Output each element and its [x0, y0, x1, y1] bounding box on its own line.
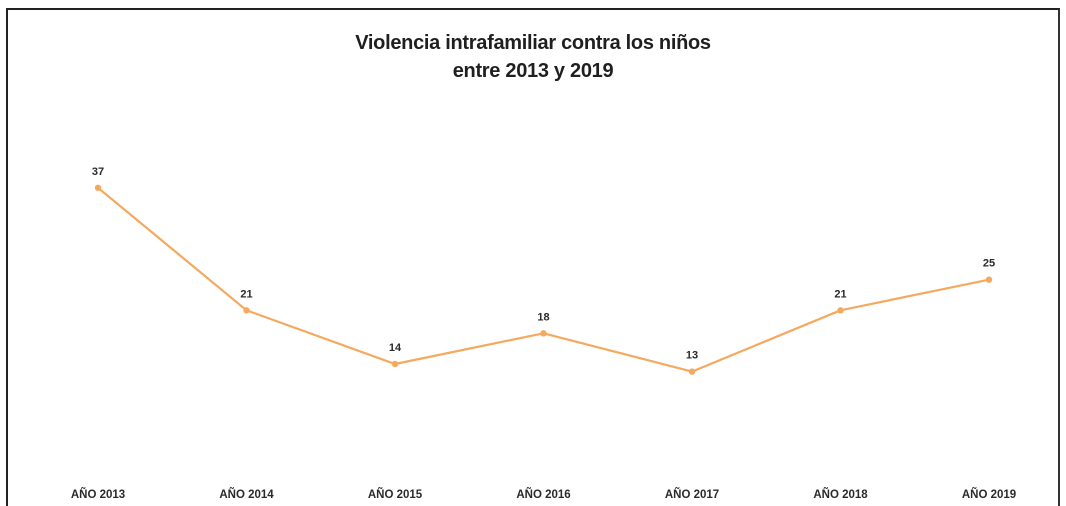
- data-point: [243, 307, 250, 314]
- x-tick-label: AÑO 2014: [219, 488, 274, 501]
- data-point: [94, 184, 102, 191]
- data-point: [688, 368, 696, 375]
- data-point: [540, 330, 547, 337]
- series-line: [97, 186, 990, 373]
- chart-title: Violencia intrafamiliar contra los niños: [355, 32, 711, 54]
- data-label: 13: [686, 350, 698, 362]
- data-label: 14: [389, 342, 402, 354]
- data-label: 25: [983, 258, 995, 270]
- data-point: [985, 276, 993, 283]
- x-tick-label: AÑO 2019: [962, 488, 1016, 501]
- x-tick-label: AÑO 2016: [516, 488, 570, 501]
- chart-subtitle: entre 2013 y 2019: [452, 60, 614, 82]
- data-label: 21: [240, 288, 252, 300]
- data-label: 18: [537, 311, 549, 323]
- data-label: 37: [92, 166, 104, 178]
- x-tick-label: AÑO 2015: [368, 488, 423, 501]
- data-point: [391, 360, 399, 368]
- x-tick-label: AÑO 2013: [71, 488, 125, 501]
- data-label: 21: [834, 288, 846, 300]
- x-tick-label: AÑO 2017: [665, 488, 719, 501]
- chart-frame: [6, 8, 1060, 506]
- data-point: [837, 307, 844, 314]
- x-tick-label: AÑO 2018: [813, 488, 868, 501]
